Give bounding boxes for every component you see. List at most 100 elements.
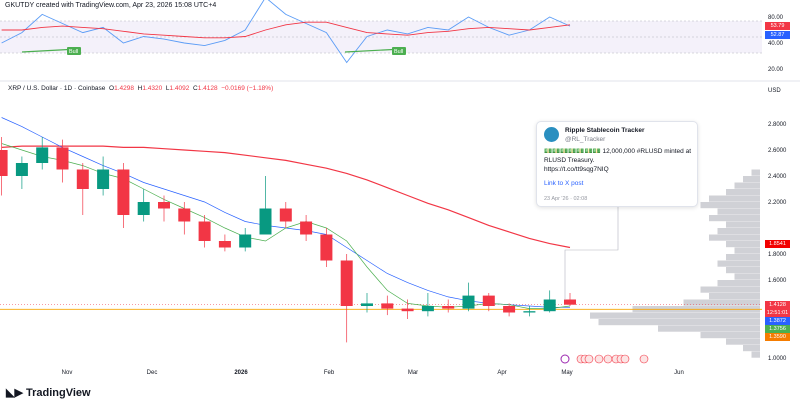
open-label: O (109, 85, 115, 92)
candle-body (0, 150, 8, 176)
candle-body (564, 299, 576, 305)
volume-profile-bar (726, 267, 760, 274)
candle-body (482, 295, 495, 306)
tradingview-logo[interactable]: ◣▶ TradingView (6, 386, 91, 399)
high-value: 1.4320 (142, 85, 163, 92)
open-value: 1.4298 (114, 85, 134, 92)
price-tick-label: 2.4000 (768, 174, 787, 180)
time-tick-label: Feb (324, 370, 335, 376)
volume-profile-bar (743, 176, 760, 183)
money-emoji-icon: 💵💵💵💵💵💵💵 (544, 148, 601, 155)
ma-blue-badge: 1.3872 (765, 317, 790, 325)
rsi-ma-line (1, 21, 571, 39)
volume-profile-bar (726, 189, 760, 196)
high-label: H (137, 85, 143, 92)
volume-profile-bar (709, 293, 760, 300)
candle-body (462, 295, 475, 309)
volume-profile-bar (717, 208, 760, 215)
rsi-badge: 52.87 (765, 31, 790, 39)
rsi-ma-badge: 53.79 (765, 22, 790, 30)
volume-profile-bar (700, 286, 760, 293)
candle-body (361, 303, 373, 306)
candle-body (36, 147, 49, 163)
volume-profile-bar (751, 169, 760, 176)
candle-body (239, 234, 252, 248)
tweet-url[interactable]: https://t.co/tt9sqg7NIQ (544, 166, 609, 173)
us-flag-economic-event-icon (620, 354, 630, 364)
candle-body (15, 163, 28, 176)
price-tick-label: 2.6000 (768, 148, 787, 154)
volume-profile-bar (717, 280, 760, 287)
candle-body (97, 169, 110, 189)
candle-body (117, 169, 130, 215)
volume-profile-bar (709, 195, 760, 202)
candle-body (421, 306, 434, 312)
us-flag-economic-event-icon (639, 354, 649, 364)
price-badge: 1.4128 (765, 301, 790, 309)
avatar (544, 127, 559, 142)
time-tick-label: 2026 (234, 370, 248, 376)
volume-profile-bar (658, 325, 760, 332)
volume-profile-bar (709, 215, 760, 222)
currency-label: USD (768, 88, 781, 94)
rsi-tick-label: 80.00 (768, 15, 784, 21)
tweet-body: 12,000,000 #RLUSD minted at RLUSD Treasu… (544, 148, 691, 164)
price-tick-label: 2.2000 (768, 200, 787, 206)
us-flag-economic-event-icon (603, 354, 613, 364)
bull-label: Bull (394, 49, 403, 55)
candle-body (218, 241, 231, 248)
callout-connector (564, 205, 619, 300)
level-badge: 1.3590 (765, 333, 790, 341)
time-tick-label: Nov (62, 370, 73, 376)
volume-profile-bar (683, 299, 760, 306)
volume-profile-bar (717, 260, 760, 267)
logo-text: TradingView (25, 387, 91, 399)
volume-profile-bar (598, 319, 760, 326)
bull-label-bg (67, 47, 81, 55)
time-tick-label: Jun (674, 370, 684, 376)
ma200-badge: 1.8541 (765, 240, 790, 248)
us-flag-economic-event-icon (584, 354, 594, 364)
candle-body (56, 147, 69, 170)
time-tick-label: Dec (147, 370, 158, 376)
volume-profile-bar (726, 338, 760, 345)
candle-body (158, 202, 170, 209)
volume-profile-bar (700, 202, 760, 209)
candle-body (300, 221, 313, 235)
volume-profile-bar (743, 345, 760, 352)
volume-profile-bar (726, 241, 760, 248)
close-value: 1.4128 (197, 85, 218, 92)
symbol-legend: XRP / U.S. Dollar · 1D · Coinbase O1.429… (8, 85, 273, 92)
tweet-handle: @RL_Tracker (565, 136, 606, 143)
candle-body (523, 311, 536, 313)
ma200-line (1, 145, 571, 249)
tv-logo-icon: ◣▶ (6, 387, 26, 399)
bull-label-bg (392, 47, 406, 55)
price-tick-label: 1.8000 (768, 252, 787, 258)
tweet-card: Ripple Stablecoin Tracker @RL_Tracker 💵💵… (536, 121, 698, 207)
candle-body (198, 221, 211, 241)
tweet-date: 23 Apr '26 · 02:08 (544, 196, 588, 202)
time-tick-label: Apr (497, 370, 506, 376)
price-tick-label: 1.0000 (768, 356, 787, 362)
candle-body (259, 208, 272, 235)
link-to-x-post[interactable]: Link to X post (544, 180, 584, 187)
symbol-name[interactable]: XRP / U.S. Dollar · 1D · Coinbase (8, 85, 106, 92)
volume-profile-bar (751, 351, 760, 358)
low-value: 1.4092 (169, 85, 190, 92)
rsi-line (1, 0, 571, 64)
low-label: L (165, 85, 170, 92)
candle-body (401, 308, 414, 312)
rsi-tick-label: 20.00 (768, 67, 784, 73)
us-flag-economic-event-icon (594, 354, 604, 364)
candle-body (503, 306, 516, 313)
volume-profile-bar (734, 247, 760, 254)
bull-label: Bull (69, 49, 78, 55)
volume-profile-bar (590, 312, 760, 319)
candle-body (543, 299, 556, 312)
candle-body (320, 234, 333, 261)
event-icon (560, 354, 570, 364)
price-tick-label: 2.8000 (768, 122, 787, 128)
